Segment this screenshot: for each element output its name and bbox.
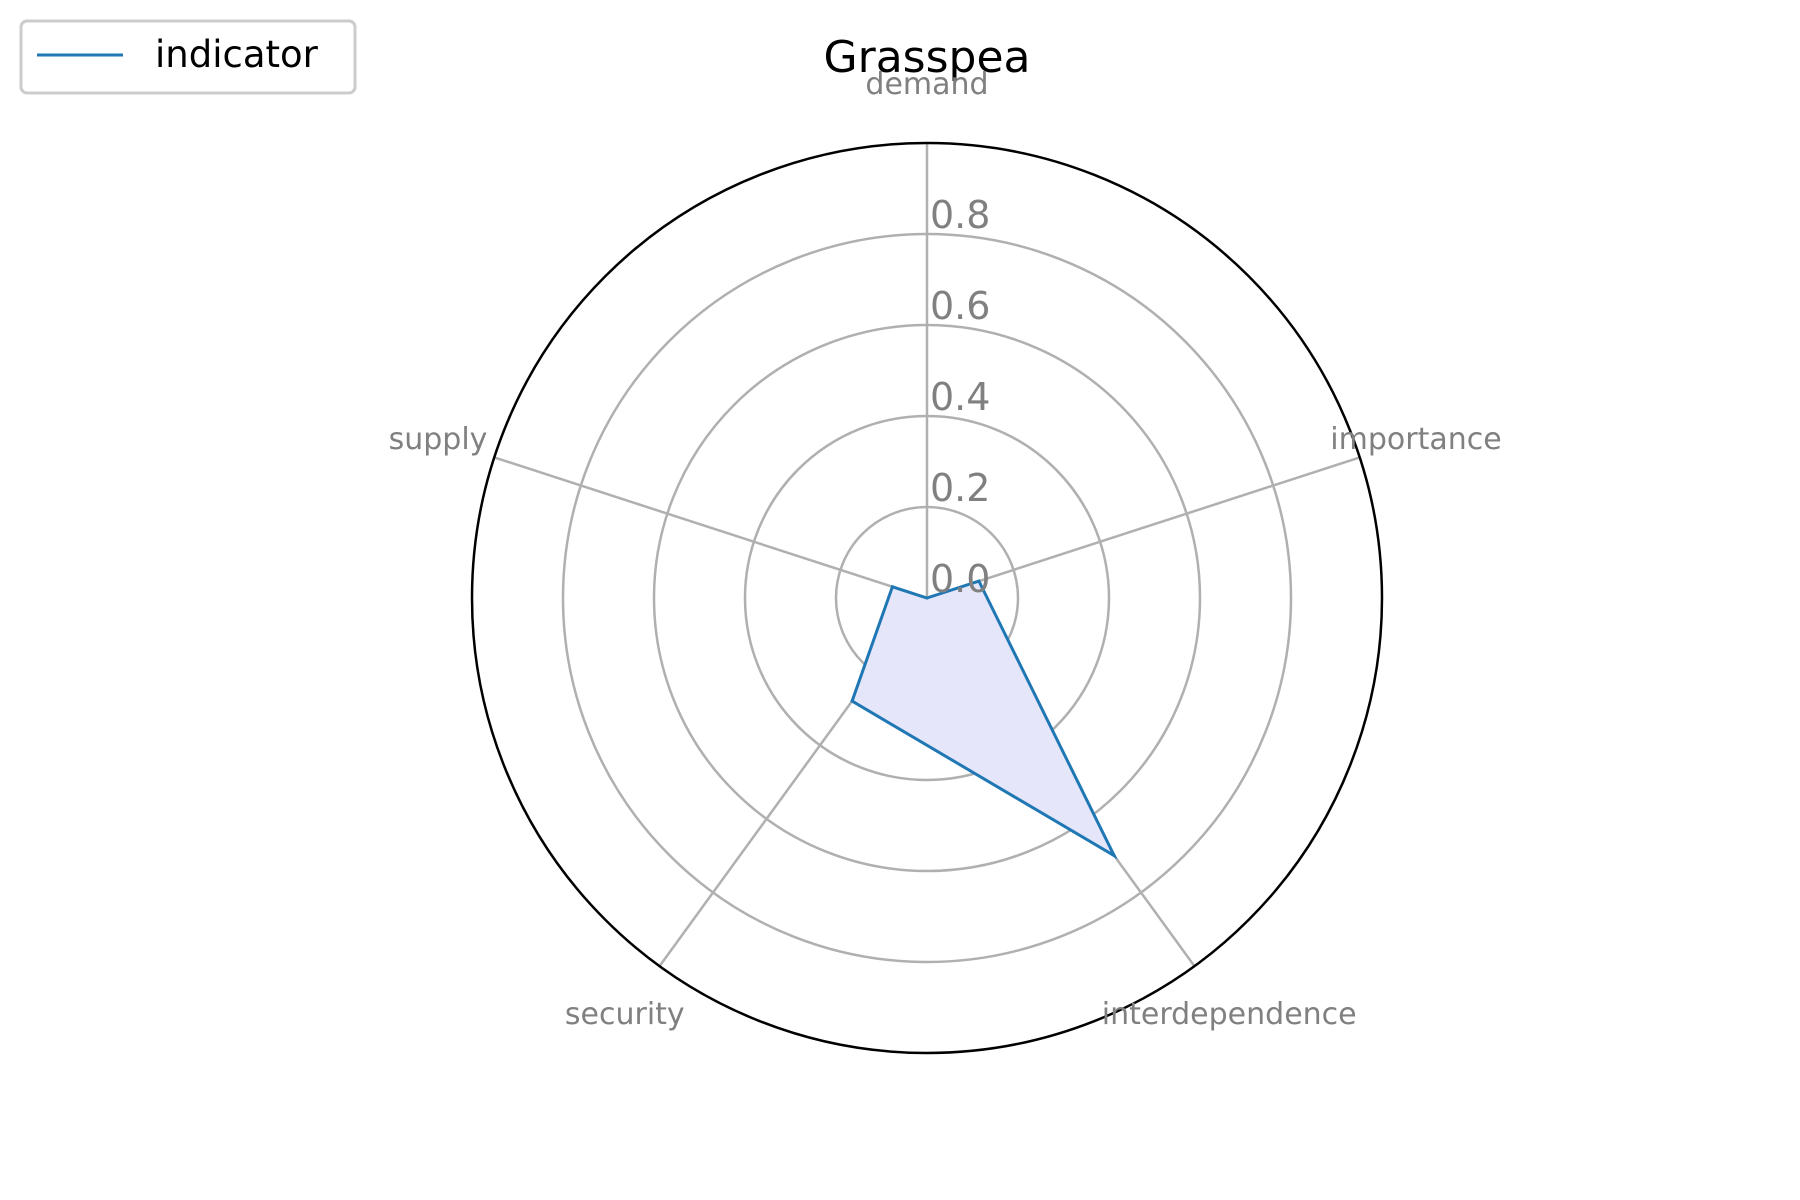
axis-label-supply: supply (389, 422, 488, 457)
r-tick-label: 0.4 (930, 375, 990, 419)
r-tick-label: 0.2 (930, 466, 990, 510)
data-point-interdependence (1112, 854, 1116, 858)
axis-label-interdependence: interdependence (1102, 997, 1357, 1032)
legend-label-indicator: indicator (155, 33, 319, 76)
legend: indicator (19, 19, 357, 95)
spoke-importance (926, 456, 1361, 600)
series-layer (850, 579, 1118, 860)
spoke-supply (493, 456, 928, 600)
series-line-indicator (850, 579, 1118, 860)
r-tick-label: 0.0 (930, 557, 990, 601)
axis-label-importance: importance (1330, 422, 1501, 457)
axis-label-demand: demand (865, 67, 988, 102)
r-tick-label: 0.6 (930, 284, 990, 328)
data-point-demand (925, 596, 929, 600)
series-area-indicator (852, 581, 1115, 856)
legend-frame (19, 19, 357, 95)
r-tick-label: 0.8 (930, 193, 990, 237)
data-point-supply (890, 585, 894, 589)
label-layer: demand importance interdependence security s… (389, 67, 1502, 1032)
data-point-importance (977, 579, 981, 583)
outer-frame (470, 141, 1384, 1055)
data-point-security (850, 699, 854, 703)
axis-label-security: security (565, 997, 685, 1032)
chart-title: Grasspea (824, 32, 1031, 83)
radar-grid (470, 141, 1384, 1055)
